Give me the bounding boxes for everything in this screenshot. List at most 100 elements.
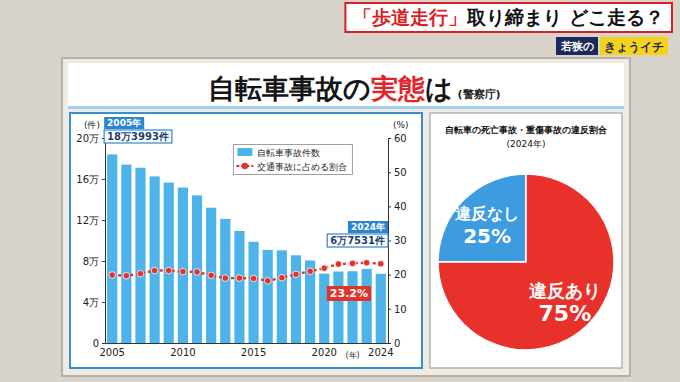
bar [305, 260, 315, 343]
marker [264, 278, 271, 285]
tick: 50 [388, 167, 407, 178]
annotation-box [348, 221, 388, 233]
canvas: 「歩道走行」取り締まり どこ走る？ きょうイチ若狭の自転車事故の実態は (警察庁) 0… [0, 0, 680, 382]
pie: 違反なし25%違反あり75% [438, 174, 614, 350]
tick-label: 2010 [170, 347, 195, 358]
tick-label: 40 [394, 201, 407, 212]
bar [362, 269, 372, 343]
title-part: 自転車事故の [208, 73, 371, 104]
banner-part: 取り締まり どこ走る？ [466, 6, 664, 28]
bar [135, 168, 145, 343]
marker [123, 272, 130, 279]
tick: 10 [388, 304, 407, 315]
marker [208, 272, 215, 279]
slice-value: 75% [539, 301, 592, 326]
tick-label: 0 [394, 338, 400, 349]
bar [248, 242, 258, 343]
bar [347, 271, 357, 343]
banner-part: 「歩道走行」 [353, 6, 467, 28]
logo-text: きょうイチ [604, 40, 664, 54]
marker [109, 272, 116, 279]
bar [121, 165, 131, 343]
bar [164, 183, 174, 343]
legend-box [233, 145, 352, 175]
marker [222, 275, 229, 282]
marker [194, 269, 201, 276]
marker [335, 261, 342, 268]
tick: 20 [388, 269, 407, 280]
tick-label: 2020 [312, 347, 337, 358]
bar [107, 154, 117, 343]
tick: 40 [388, 201, 407, 212]
title-part: は [425, 73, 453, 104]
board [62, 58, 630, 376]
banner-box [345, 3, 672, 32]
annotation-box [104, 117, 144, 129]
chart-root: 「歩道走行」取り締まり どこ走る？ きょうイチ若狭の自転車事故の実態は (警察庁) 0… [0, 0, 680, 382]
bar [192, 195, 202, 343]
tick: 2020 [312, 343, 337, 358]
bar [277, 250, 287, 343]
bar [178, 188, 188, 343]
banner-text: 「歩道走行」取り締まり どこ走る？ [353, 6, 664, 28]
bar [333, 272, 343, 343]
annotation-text: 2024年 [351, 222, 385, 232]
yticks-axis: 04万8万12万16万20万 [76, 133, 105, 349]
source: (警察庁) [458, 88, 501, 101]
bar [376, 274, 386, 343]
tick: 60 [388, 133, 407, 144]
tick: 2010 [170, 343, 195, 358]
marker [137, 270, 144, 277]
annotation-text: 18万3993件 [107, 131, 169, 142]
tick-mark [388, 275, 391, 276]
slice [438, 174, 526, 262]
slice [438, 174, 614, 350]
tick-label: 4万 [83, 297, 99, 308]
marker [349, 260, 356, 267]
tick-label: 30 [394, 235, 407, 246]
tick-mark [102, 179, 105, 180]
marker [377, 260, 384, 267]
annotation-box [327, 234, 388, 247]
tick: 8万 [83, 256, 105, 267]
y2ticks-axis: 0 10 20 30 40 50 60 [388, 133, 407, 349]
tick-mark [102, 302, 105, 303]
y2-axis-title: (%) [393, 120, 409, 130]
x-axis-title: (年) [345, 351, 359, 360]
marker [180, 268, 187, 275]
axis-line [106, 343, 389, 344]
annotation-text: 23.2% [330, 287, 368, 300]
tick-mark [388, 138, 391, 139]
annotations: 2005年18万3993件2024年6万7531件23.2% [104, 117, 388, 301]
tick-mark [102, 343, 105, 344]
annotation-box [327, 286, 371, 301]
marker [363, 259, 370, 266]
tick-mark [388, 309, 391, 310]
axis-line [389, 139, 392, 344]
title-band [68, 63, 624, 109]
tick-label: 2024 [368, 347, 393, 358]
slice-label: 違反あり [529, 280, 601, 301]
pie-subtitle: (2024年) [507, 139, 546, 149]
legend-label: 自転車事故件数 [257, 148, 320, 158]
tick: 2015 [241, 343, 266, 358]
tick-label: 10 [394, 304, 407, 315]
tick-label: 16万 [76, 174, 99, 185]
chart-panel [70, 113, 422, 368]
bar [206, 208, 216, 343]
bar [234, 231, 244, 343]
legend-marker [242, 163, 248, 169]
logo-box [556, 37, 598, 55]
marker [151, 267, 158, 274]
legend-swatch [237, 148, 252, 156]
bar [150, 176, 160, 343]
tick-label: 2005 [99, 347, 124, 358]
annotation-text: 2005年 [107, 118, 141, 128]
tick: 2005 [99, 343, 124, 358]
marker [236, 275, 243, 282]
title-part: 実態 [370, 73, 426, 104]
tick-label: 60 [394, 133, 407, 144]
logo: きょうイチ若狭の [556, 37, 668, 55]
tick-label: 20万 [76, 133, 99, 144]
tick: 20万 [76, 133, 105, 144]
